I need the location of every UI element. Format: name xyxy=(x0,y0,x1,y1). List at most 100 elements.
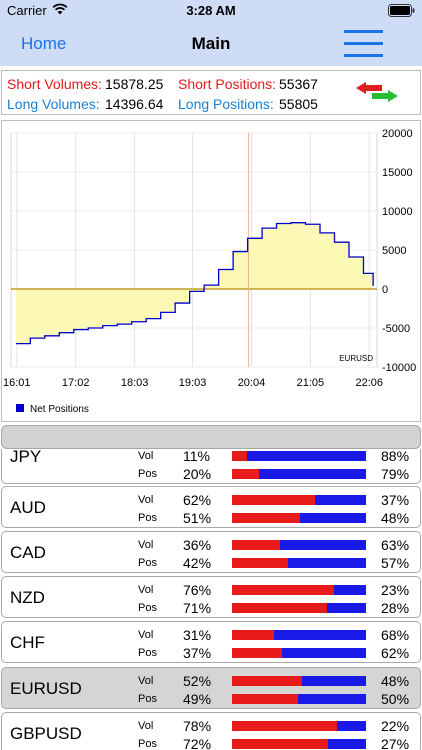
volume-ratio-bar xyxy=(232,676,366,686)
y-tick-label: -5000 xyxy=(382,323,410,335)
pos-long-percent: 48% xyxy=(381,510,410,526)
vol-long-percent: 68% xyxy=(381,627,410,643)
currency-row-gbpusd[interactable]: GBPUSD Vol Pos 78% 72% 22% 27% xyxy=(1,712,421,750)
long-positions-value: 55805 xyxy=(279,96,318,112)
home-button[interactable]: Home xyxy=(21,34,67,53)
short-share-fill xyxy=(232,721,337,731)
pos-short-percent: 71% xyxy=(183,600,212,616)
short-volumes-label: Short Volumes: xyxy=(7,76,102,92)
vol-long-percent: 22% xyxy=(381,718,410,734)
currency-name: CHF xyxy=(10,633,45,652)
short-positions-value: 55367 xyxy=(279,76,318,92)
vol-short-percent: 36% xyxy=(183,537,212,553)
x-tick-label: 20:04 xyxy=(238,377,266,389)
x-tick-label: 19:03 xyxy=(179,377,207,389)
position-ratio-bar xyxy=(232,558,366,568)
currency-row-eurusd[interactable]: EURUSD Vol Pos 52% 49% 48% 50% xyxy=(1,667,421,709)
currency-row-chf[interactable]: CHF Vol Pos 31% 37% 68% 62% xyxy=(1,621,421,663)
swap-arrows-icon[interactable] xyxy=(354,81,400,108)
short-volumes-value: 15878.25 xyxy=(105,76,164,92)
y-tick-label: 5000 xyxy=(382,245,406,257)
pos-short-percent: 42% xyxy=(183,555,212,571)
pos-long-percent: 79% xyxy=(381,466,410,482)
vol-long-percent: 63% xyxy=(381,537,410,553)
x-tick-label: 16:01 xyxy=(3,377,31,389)
legend-swatch xyxy=(16,404,24,412)
x-tick-label: 22:06 xyxy=(356,377,384,389)
chart-symbol-label: EURUSD xyxy=(339,354,373,363)
short-share-fill xyxy=(232,694,298,704)
pos-long-percent: 50% xyxy=(381,691,410,707)
short-share-fill xyxy=(232,558,289,568)
currency-row-cad[interactable]: CAD Vol Pos 36% 42% 63% 57% xyxy=(1,531,421,573)
short-share-fill xyxy=(232,540,281,550)
vol-short-percent: 11% xyxy=(183,449,210,464)
x-tick-label: 18:03 xyxy=(121,377,149,389)
currency-name: CAD xyxy=(10,543,46,562)
pos-short-percent: 49% xyxy=(183,691,212,707)
y-tick-label: 10000 xyxy=(382,206,413,218)
chart-canvas: 20000 15000 10000 5000 0 -5000 -10000 16:01 17:0… xyxy=(3,128,416,415)
y-tick-label: 15000 xyxy=(382,167,413,179)
short-share-fill xyxy=(232,495,316,505)
currency-row-aud[interactable]: AUD Vol Pos 62% 51% 37% 48% xyxy=(1,486,421,528)
short-share-fill xyxy=(232,603,328,613)
y-tick-label: 0 xyxy=(382,284,388,296)
vol-long-percent: 48% xyxy=(381,673,410,689)
page-title: Main xyxy=(191,34,231,53)
position-ratio-bar xyxy=(232,694,366,704)
volume-ratio-bar xyxy=(232,630,366,640)
pos-short-percent: 37% xyxy=(183,645,212,661)
position-ratio-bar xyxy=(232,469,366,479)
long-positions-label: Long Positions: xyxy=(178,96,274,112)
vol-short-percent: 78% xyxy=(183,718,212,734)
volume-ratio-bar xyxy=(232,721,366,731)
net-positions-area xyxy=(15,222,374,344)
menu-icon[interactable] xyxy=(344,29,384,59)
net-positions-line xyxy=(15,222,374,345)
pos-label: Pos xyxy=(138,693,157,705)
currency-name: EURUSD xyxy=(10,679,82,698)
short-positions-label: Short Positions: xyxy=(178,76,277,92)
pos-label: Pos xyxy=(138,647,157,659)
currency-name: AUD xyxy=(10,498,46,517)
vol-label: Vol xyxy=(138,494,154,506)
vol-short-percent: 31% xyxy=(183,627,212,643)
pos-short-percent: 72% xyxy=(183,736,212,750)
short-share-fill xyxy=(232,676,302,686)
vol-short-percent: 62% xyxy=(183,492,212,508)
short-share-fill xyxy=(232,469,259,479)
pos-long-percent: 27% xyxy=(381,736,410,750)
pos-label: Pos xyxy=(138,557,157,569)
vol-label: Vol xyxy=(138,584,154,596)
legend-label: Net Positions xyxy=(30,404,89,415)
vol-label: Vol xyxy=(138,629,154,641)
pos-label: Pos xyxy=(138,468,157,480)
currency-list[interactable]: JPY Vol Pos 11% 20% 88% 79% AUD Vol Pos 62% 51% 37% 4… xyxy=(0,449,422,750)
vol-label: Vol xyxy=(138,539,154,551)
position-ratio-bar xyxy=(232,648,366,658)
currency-row-nzd[interactable]: NZD Vol Pos 76% 71% 23% 28% xyxy=(1,576,421,618)
x-tick-label: 21:05 xyxy=(297,377,325,389)
pos-label: Pos xyxy=(138,602,157,614)
currency-name: NZD xyxy=(10,588,45,607)
pos-label: Pos xyxy=(138,738,157,750)
currency-name: JPY xyxy=(10,449,42,466)
pos-short-percent: 51% xyxy=(183,510,212,526)
vol-label: Vol xyxy=(138,675,154,687)
currency-row-jpy[interactable]: JPY Vol Pos 11% 20% 88% 79% xyxy=(1,449,421,484)
vol-label: Vol xyxy=(138,720,154,732)
position-ratio-bar xyxy=(232,513,366,523)
x-tick-label: 17:02 xyxy=(62,377,90,389)
volume-ratio-bar xyxy=(232,585,366,595)
y-tick-label: 20000 xyxy=(382,128,413,140)
short-share-fill xyxy=(232,585,334,595)
vol-label: Vol xyxy=(138,450,154,462)
battery-icon xyxy=(388,4,416,20)
pos-label: Pos xyxy=(138,512,157,524)
carrier-label: Carrier xyxy=(7,3,47,18)
volume-ratio-bar xyxy=(232,540,366,550)
vol-long-percent: 88% xyxy=(381,449,410,464)
pos-long-percent: 57% xyxy=(381,555,410,571)
list-header-strip xyxy=(1,425,421,449)
